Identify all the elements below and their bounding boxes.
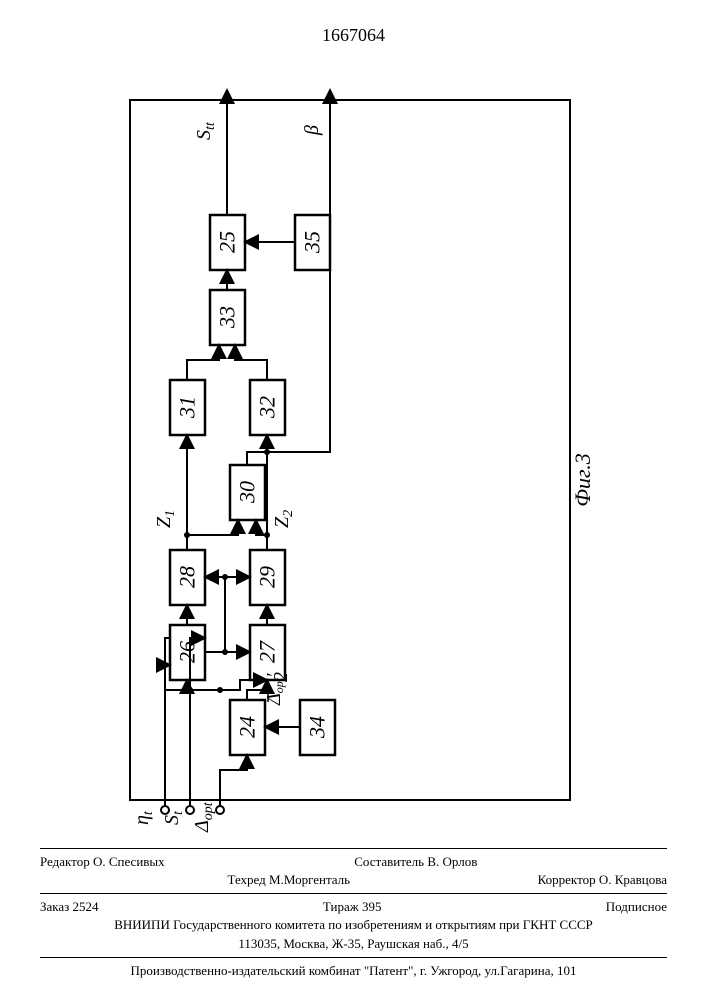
svg-text:24: 24 (235, 716, 260, 738)
svg-text:31: 31 (175, 396, 200, 419)
order: Заказ 2524 (40, 898, 99, 916)
svg-text:26: 26 (175, 641, 200, 663)
figure-label: Фиг.3 (570, 453, 595, 507)
print-run: Тираж 395 (323, 898, 382, 916)
techred: Техред М.Моргенталь (228, 871, 351, 889)
editor: Редактор О. Спесивых (40, 853, 165, 871)
org1-addr: 113035, Москва, Ж-35, Раушская наб., 4/5 (40, 935, 667, 953)
boundary-box (130, 100, 570, 800)
subscription: Подписное (606, 898, 667, 916)
footer: Редактор О. Спесивых Составитель В. Орло… (40, 844, 667, 980)
svg-text:Stt: Stt (193, 121, 218, 140)
svg-text:32: 32 (255, 396, 280, 419)
org2: Производственно-издательский комбинат "П… (40, 962, 667, 980)
svg-text:33: 33 (215, 306, 240, 329)
svg-text:Z2: Z2 (271, 510, 296, 528)
corrector: Корректор О. Кравцова (538, 871, 667, 889)
svg-text:25: 25 (215, 231, 240, 253)
svg-text:35: 35 (300, 231, 325, 254)
svg-text:β: β (301, 125, 323, 136)
org1: ВНИИПИ Государственного комитета по изоб… (40, 916, 667, 934)
svg-text:29: 29 (255, 566, 280, 588)
block-diagram: 24 34 26 27 28 29 30 31 32 33 25 35 (70, 80, 630, 840)
wires (165, 90, 330, 806)
svg-text:27: 27 (255, 640, 280, 663)
svg-text:Δopt: Δopt (191, 801, 216, 833)
svg-text:28: 28 (175, 566, 200, 588)
svg-text:34: 34 (305, 716, 330, 739)
svg-text:30: 30 (235, 481, 260, 504)
compiler: Составитель В. Орлов (354, 853, 477, 871)
svg-text:ηt: ηt (131, 810, 156, 825)
blocks: 24 34 26 27 28 29 30 31 32 33 25 35 (170, 215, 335, 755)
svg-text:Z1: Z1 (153, 510, 178, 528)
svg-text:2: 2 (270, 672, 292, 682)
page-number: 1667064 (0, 25, 707, 46)
